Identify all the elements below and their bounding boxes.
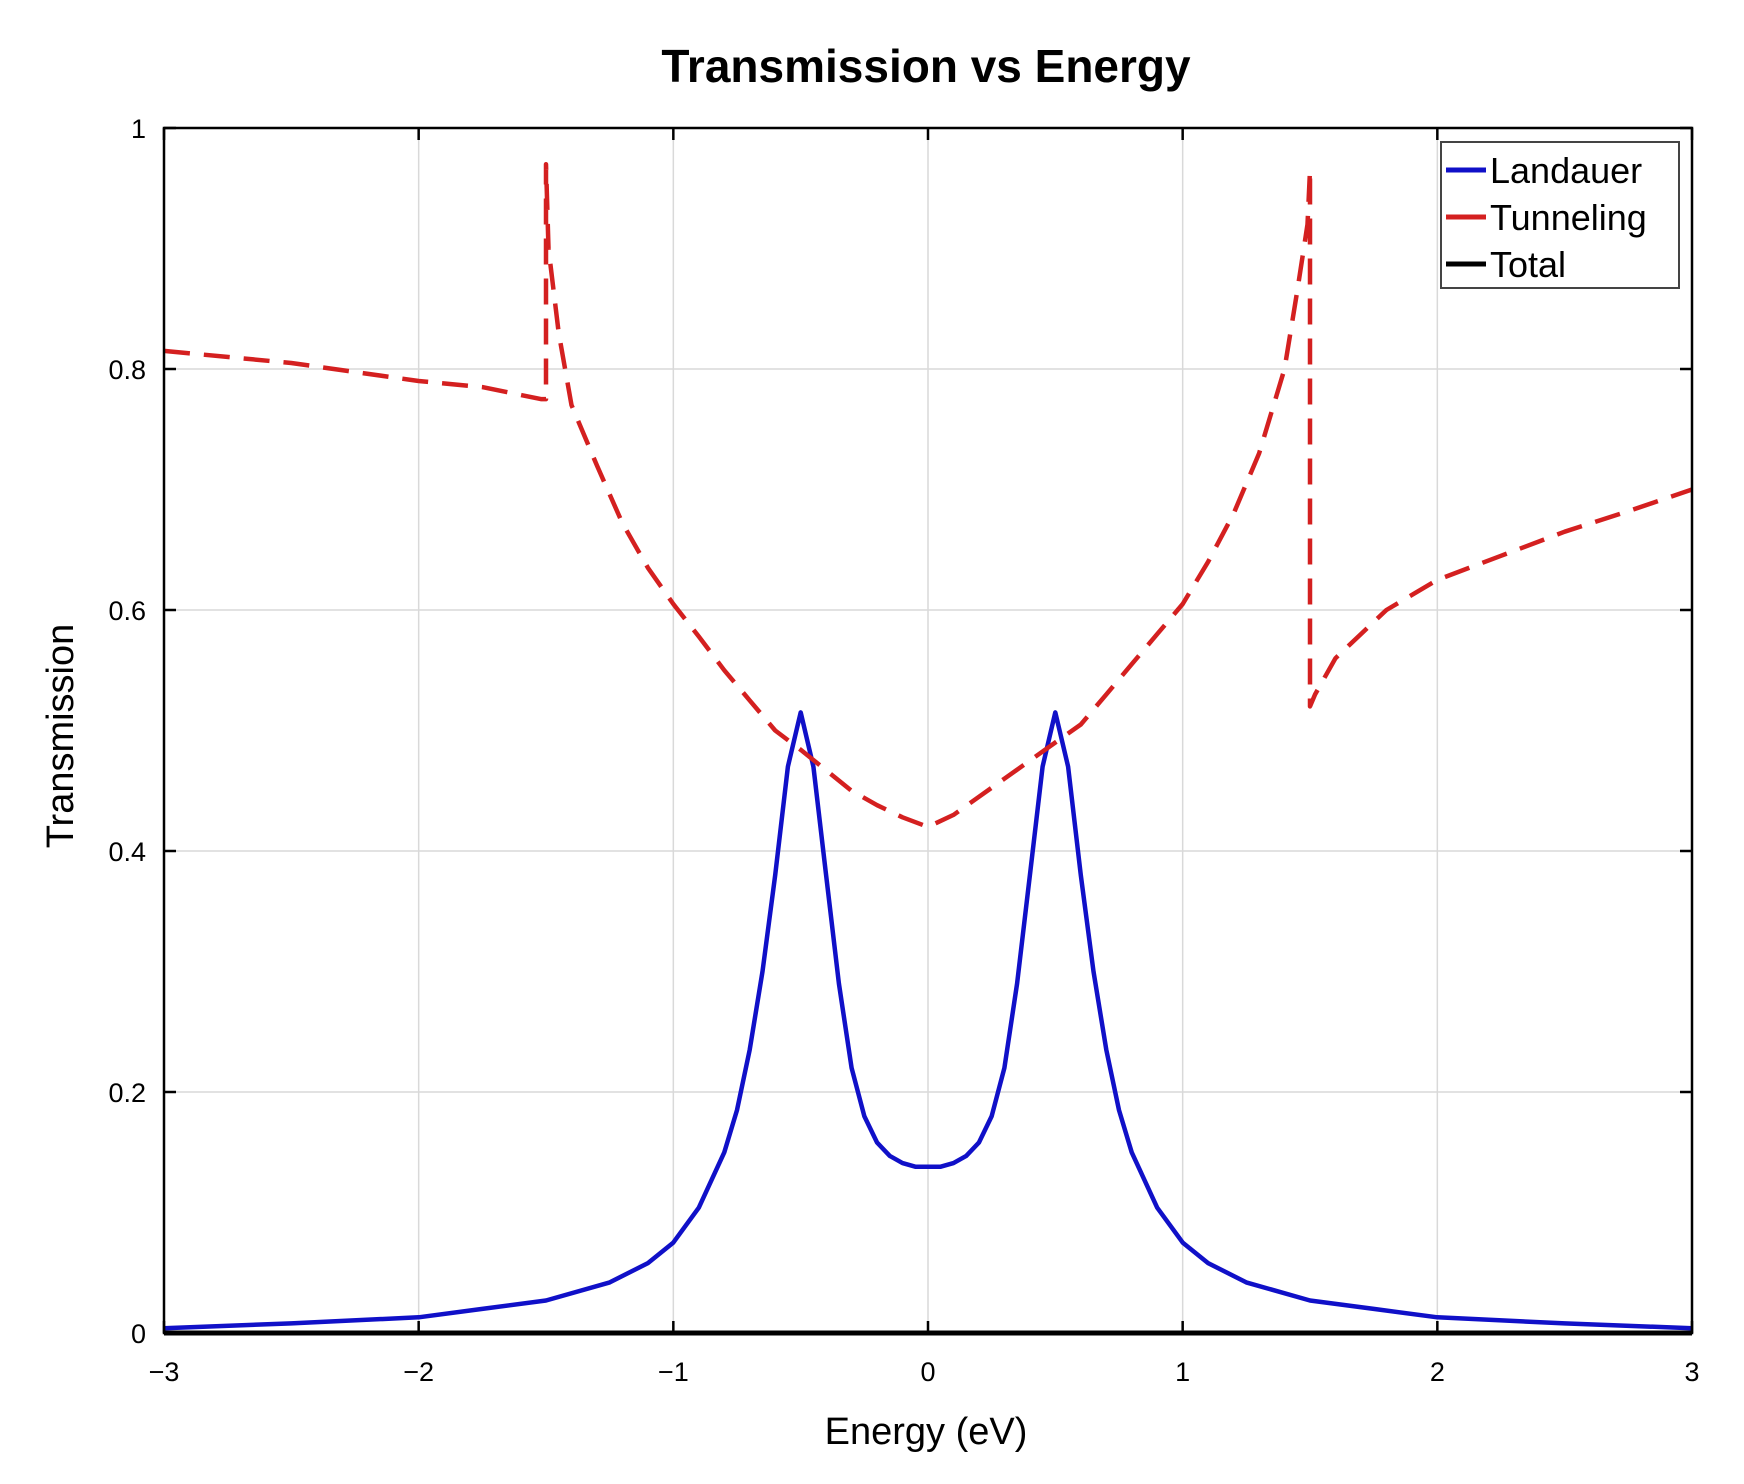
y-tick-label: 0.2 bbox=[108, 1078, 146, 1108]
legend-label-total: Total bbox=[1490, 244, 1566, 285]
x-tick-label: 2 bbox=[1430, 1357, 1445, 1387]
x-tick-label: 1 bbox=[1175, 1357, 1190, 1387]
y-tick-label: 0.8 bbox=[108, 355, 146, 385]
x-tick-label: −3 bbox=[149, 1357, 180, 1387]
x-tick-label: −2 bbox=[403, 1357, 434, 1387]
ticks: −3 −2 −1 0 1 2 3 0 0.2 0.4 0.6 0.8 1 bbox=[108, 114, 1699, 1387]
y-tick-label: 1 bbox=[131, 114, 146, 144]
x-axis-label: Energy (eV) bbox=[825, 1411, 1028, 1453]
y-tick-label: 0.4 bbox=[108, 837, 146, 867]
x-tick-label: 0 bbox=[920, 1357, 935, 1387]
series-line-tunneling bbox=[163, 161, 1693, 830]
legend-label-tunneling: Tunneling bbox=[1490, 197, 1647, 238]
x-tick-label: 3 bbox=[1684, 1357, 1699, 1387]
x-tick-label: −1 bbox=[658, 1357, 689, 1387]
y-axis-label: Transmission bbox=[40, 624, 82, 849]
legend-label-landauer: Landauer bbox=[1490, 150, 1642, 191]
legend: Landauer Tunneling Total bbox=[1440, 141, 1680, 289]
y-tick-label: 0 bbox=[131, 1319, 146, 1349]
y-tick-label: 0.6 bbox=[108, 596, 146, 626]
chart-title: Transmission vs Energy bbox=[661, 40, 1191, 92]
series-line-landauer bbox=[163, 710, 1693, 1331]
